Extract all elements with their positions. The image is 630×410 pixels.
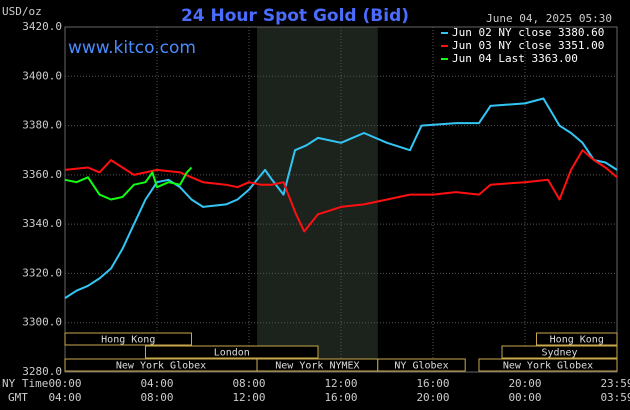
x-tick-label-gmt: 03:59 <box>600 391 630 404</box>
session-label: Hong Kong <box>550 335 604 346</box>
x-tick-label: 08:00 <box>232 377 265 390</box>
y-tick-label: 3360.0 <box>22 168 62 181</box>
chart-title: 24 Hour Spot Gold (Bid) <box>181 6 409 26</box>
session-bar <box>377 358 466 372</box>
y-tick-label: 3280.0 <box>22 365 62 378</box>
y-tick-label: 3320.0 <box>22 266 62 279</box>
plot-frame <box>64 26 618 373</box>
x-tick-label-gmt: 12:00 <box>232 391 265 404</box>
y-tick-label: 3400.0 <box>22 69 62 82</box>
price-line <box>64 166 193 201</box>
x-tick-label-gmt: 20:00 <box>416 391 449 404</box>
y-tick-label: 3380.0 <box>22 119 62 132</box>
session-label: Sydney <box>541 348 577 359</box>
legend-label: Jun 04 Last 3363.00 <box>452 52 578 65</box>
session-bar <box>478 358 618 372</box>
session-label: NY Globex <box>394 361 448 372</box>
session-label: Hong Kong <box>101 335 155 346</box>
x-tick-label: 16:00 <box>416 377 449 390</box>
timestamp: June 04, 2025 05:30 <box>486 12 612 25</box>
x-tick-label: 12:00 <box>324 377 357 390</box>
session-bar <box>64 332 192 346</box>
x-tick-label: 20:00 <box>508 377 541 390</box>
session-bar <box>536 332 618 346</box>
session-label: London <box>214 348 250 359</box>
x-tick-label: 04:00 <box>140 377 173 390</box>
x-tick-label-gmt: 00:00 <box>508 391 541 404</box>
x-tick-label: 00:00 <box>48 377 81 390</box>
x-axis-label-gmt: GMT <box>8 391 28 404</box>
x-tick-label: 23:59 <box>600 377 630 390</box>
session-label: New York Globex <box>116 361 206 372</box>
price-line <box>64 97 618 299</box>
y-tick-label: 3340.0 <box>22 217 62 230</box>
shaded-region <box>257 27 378 372</box>
x-tick-label-gmt: 04:00 <box>48 391 81 404</box>
session-bar <box>501 345 618 359</box>
y-tick-label: 3300.0 <box>22 316 62 329</box>
session-label: New York NYMEX <box>275 361 359 372</box>
x-axis-label: NY Time <box>2 377 48 390</box>
legend-label: Jun 03 NY close 3351.00 <box>452 39 604 52</box>
legend-label: Jun 02 NY close 3380.60 <box>452 26 604 39</box>
x-tick-label-gmt: 16:00 <box>324 391 357 404</box>
session-bar <box>145 345 319 359</box>
watermark: www.kitco.com <box>68 38 196 58</box>
price-line <box>64 149 618 233</box>
y-axis-label: USD/oz <box>2 5 42 18</box>
y-tick-label: 3420.0 <box>22 20 62 33</box>
session-label: New York Globex <box>503 361 593 372</box>
x-tick-label-gmt: 08:00 <box>140 391 173 404</box>
